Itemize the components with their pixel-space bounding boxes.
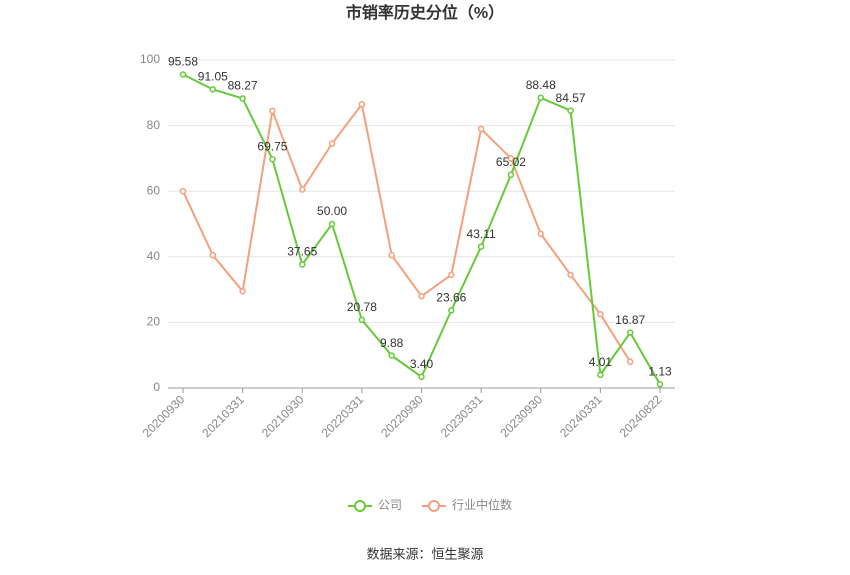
point xyxy=(597,310,604,318)
data-label: 20.78 xyxy=(347,300,377,314)
chart-title: 市销率历史分位（%） xyxy=(346,3,504,22)
legend-marker xyxy=(354,500,366,512)
point xyxy=(179,71,187,78)
series-line xyxy=(182,73,661,385)
point xyxy=(626,329,634,336)
point xyxy=(269,107,276,115)
point xyxy=(567,271,574,279)
point xyxy=(448,271,455,279)
point xyxy=(299,261,306,268)
point xyxy=(448,307,455,314)
legend-label: 行业中位数 xyxy=(452,497,512,512)
data-label: 43.11 xyxy=(467,227,496,241)
x-tick-label: 20210331 xyxy=(199,392,247,440)
point xyxy=(179,187,187,195)
point xyxy=(418,292,425,300)
y-tick-label: 80 xyxy=(147,118,161,132)
point xyxy=(328,220,336,228)
x-tick-label: 20220930 xyxy=(378,392,426,440)
point xyxy=(358,316,366,324)
y-tick-label: 40 xyxy=(147,249,161,263)
point xyxy=(388,251,395,259)
y-tick-label: 100 xyxy=(140,52,160,66)
point xyxy=(597,371,604,379)
point xyxy=(537,94,544,102)
data-label: 16.87 xyxy=(615,313,645,327)
legend-marker xyxy=(428,500,441,512)
x-tick-label: 20210930 xyxy=(259,392,307,440)
y-tick-label: 20 xyxy=(147,315,161,329)
data-label: 88.48 xyxy=(526,78,556,92)
point xyxy=(209,86,217,93)
data-label: 91.05 xyxy=(198,70,228,84)
x-tick-label: 20240822 xyxy=(617,392,665,440)
point xyxy=(239,95,246,102)
data-label: 1.13 xyxy=(648,364,672,378)
point xyxy=(477,125,485,133)
y-tick-label: 60 xyxy=(147,183,161,197)
data-label: 69.75 xyxy=(257,139,287,153)
point xyxy=(299,186,306,193)
point xyxy=(537,230,544,238)
x-tick-label: 20230331 xyxy=(438,392,486,440)
point xyxy=(269,155,276,163)
point xyxy=(239,287,246,295)
point xyxy=(626,358,634,366)
data-label: 95.58 xyxy=(168,55,198,69)
point xyxy=(358,101,366,108)
point xyxy=(477,243,485,250)
x-tick-label: 20200930 xyxy=(140,392,188,440)
legend-label: 公司 xyxy=(378,498,402,512)
point xyxy=(656,381,664,388)
y-tick-label: 0 xyxy=(153,380,160,394)
data-label: 9.88 xyxy=(380,336,404,350)
data-label: 4.01 xyxy=(589,355,613,369)
data-label: 84.57 xyxy=(556,91,586,105)
data-label: 88.27 xyxy=(228,79,258,93)
point xyxy=(507,155,515,162)
point xyxy=(507,171,515,178)
data-label: 37.65 xyxy=(287,245,317,259)
x-tick-label: 20230930 xyxy=(497,392,545,440)
data-label: 3.40 xyxy=(410,357,434,371)
data-label: 65.02 xyxy=(496,155,526,169)
data-label: 23.66 xyxy=(436,291,466,305)
point xyxy=(209,251,217,259)
point xyxy=(418,373,425,381)
point xyxy=(567,107,574,114)
x-tick-label: 20240331 xyxy=(557,392,605,440)
point xyxy=(328,140,336,147)
source: 数据来源：恒生聚源 xyxy=(366,546,483,561)
data-label: 50.00 xyxy=(317,204,347,218)
point xyxy=(388,352,395,359)
series-line xyxy=(182,101,632,363)
x-tick-label: 20220331 xyxy=(319,392,367,440)
